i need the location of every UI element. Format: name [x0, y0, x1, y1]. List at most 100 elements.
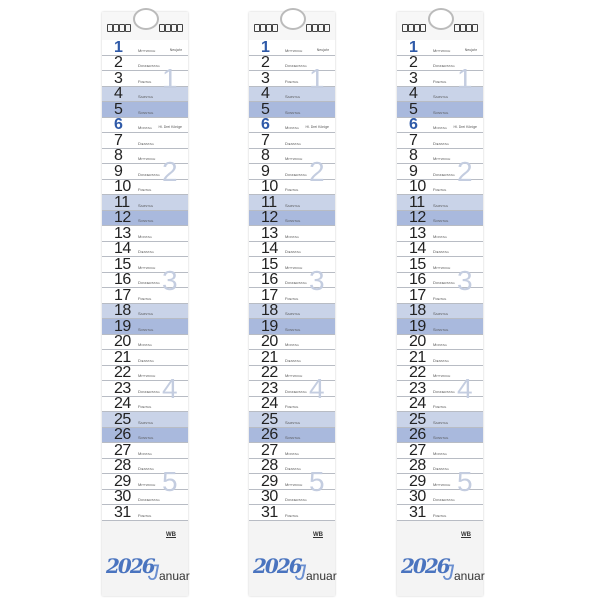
- day-row: 6 Montag Hl. Drei Könige: [102, 116, 188, 133]
- weekday-label: Sonntag: [285, 109, 301, 115]
- day-number: 17: [114, 286, 131, 304]
- day-row: 16 Donnerstag: [397, 272, 483, 288]
- day-row: 18 Samstag: [102, 302, 188, 319]
- day-number: 27: [261, 441, 278, 459]
- weekday-label: Dienstag: [138, 357, 154, 363]
- weekday-label: Dienstag: [433, 249, 449, 254]
- day-row: 29 Mittwoch: [249, 473, 335, 490]
- day-row: 5 Sonntag: [249, 101, 335, 118]
- binding-ring: [171, 24, 177, 32]
- binding-ring: [306, 24, 312, 32]
- day-number: 18: [114, 302, 131, 319]
- day-number: 25: [409, 410, 426, 428]
- day-row: 25 Samstag: [397, 410, 483, 428]
- day-row: 8 Mittwoch: [102, 148, 188, 164]
- day-number: 15: [261, 255, 278, 273]
- day-row: 26 Sonntag: [102, 427, 188, 443]
- weekday-label: Mittwoch: [433, 156, 451, 161]
- weekday-label: Sonntag: [285, 218, 301, 223]
- weekday-label: Mittwoch: [138, 373, 156, 378]
- day-number: 3: [261, 69, 270, 87]
- day-row: 24 Freitag: [102, 396, 188, 412]
- day-number: 16: [261, 271, 278, 288]
- day-row: 16 Donnerstag: [249, 271, 335, 288]
- day-row: 31 Freitag: [102, 504, 188, 521]
- day-number: 9: [409, 162, 418, 180]
- day-number: 6: [114, 116, 123, 133]
- day-row: 23 Donnerstag: [397, 380, 483, 397]
- weekday-label: Montag: [138, 125, 152, 130]
- weekday-label: Freitag: [138, 512, 152, 518]
- weekday-label: Freitag: [433, 187, 447, 192]
- day-row: 4 Samstag: [397, 86, 483, 102]
- binding-ring: [408, 24, 414, 32]
- day-row: 1 Mittwoch Neujahr: [102, 39, 188, 56]
- calendar-strip: 1 Mittwoch Neujahr 2 Donnerstag 3 Freita…: [397, 8, 485, 596]
- day-number: 8: [261, 147, 270, 164]
- weekday-label: Freitag: [433, 512, 447, 518]
- day-number: 17: [261, 286, 278, 304]
- month-initial: J: [148, 560, 159, 585]
- binding-ring: [466, 24, 472, 32]
- weekday-label: Sonntag: [433, 326, 449, 332]
- day-number: 30: [114, 488, 131, 505]
- binding-ring: [107, 24, 113, 32]
- day-row: 27 Montag: [249, 441, 335, 459]
- day-number: 7: [114, 131, 123, 149]
- day-number: 27: [114, 441, 131, 459]
- weekday-label: Mittwoch: [138, 264, 156, 270]
- weekday-label: Sonntag: [138, 326, 154, 332]
- day-row: 18 Samstag: [397, 303, 483, 319]
- day-row: 12 Sonntag: [102, 210, 188, 226]
- day-number: 19: [409, 317, 426, 335]
- day-row: 4 Samstag: [249, 86, 335, 102]
- day-row: 1 Mittwoch Neujahr: [397, 38, 483, 56]
- hanger-hook: [428, 8, 454, 30]
- day-row: 11 Samstag: [102, 194, 188, 211]
- day-row: 19 Sonntag: [249, 318, 335, 335]
- day-row: 22 Mittwoch: [397, 365, 483, 381]
- binding-ring: [460, 24, 466, 32]
- day-number: 8: [409, 147, 418, 164]
- weekday-label: Freitag: [138, 78, 152, 84]
- weekday-label: Donnerstag: [433, 280, 455, 285]
- day-number: 1: [409, 38, 418, 56]
- binding-ring: [324, 24, 330, 32]
- weekday-label: Dienstag: [433, 357, 449, 363]
- day-number: 25: [114, 410, 131, 428]
- week-number: 3: [162, 264, 178, 296]
- day-row: 11 Samstag: [397, 194, 483, 211]
- calendar-footer: WB 2026 Januar: [249, 524, 337, 596]
- day-row: 8 Mittwoch: [249, 147, 335, 164]
- weekday-label: Donnerstag: [138, 171, 160, 177]
- day-row: 6 Montag Hl. Drei Könige: [249, 116, 335, 133]
- weekday-label: Freitag: [138, 404, 152, 409]
- month-label: Januar: [295, 560, 337, 586]
- week-number: 4: [457, 373, 473, 404]
- day-number: 13: [114, 224, 131, 242]
- day-number: 22: [114, 364, 131, 381]
- day-number: 2: [409, 54, 418, 71]
- weekday-label: Sonntag: [138, 109, 154, 115]
- day-row: 28 Dienstag: [102, 458, 188, 474]
- day-number: 3: [409, 69, 418, 87]
- month-rest: anuar: [306, 569, 337, 583]
- holiday-label: Hl. Drei Könige: [158, 125, 182, 129]
- weekday-label: Mittwoch: [285, 264, 303, 270]
- day-row: 28 Dienstag: [249, 458, 335, 474]
- weekday-label: Samstag: [433, 94, 449, 99]
- day-row: 24 Freitag: [397, 396, 483, 412]
- weekday-label: Donnerstag: [433, 63, 455, 68]
- day-row: 8 Mittwoch: [397, 147, 483, 164]
- day-row: 29 Mittwoch: [397, 473, 483, 490]
- day-number: 5: [114, 100, 123, 118]
- day-number: 6: [261, 116, 270, 133]
- day-row: 5 Sonntag: [397, 101, 483, 118]
- weekday-label: Samstag: [285, 311, 301, 316]
- month-label: Januar: [443, 560, 485, 586]
- day-row: 29 Mittwoch: [102, 473, 188, 490]
- day-row: 12 Sonntag: [249, 210, 335, 226]
- day-number: 13: [261, 224, 278, 242]
- weekday-label: Mittwoch: [433, 47, 451, 53]
- day-number: 20: [409, 333, 426, 350]
